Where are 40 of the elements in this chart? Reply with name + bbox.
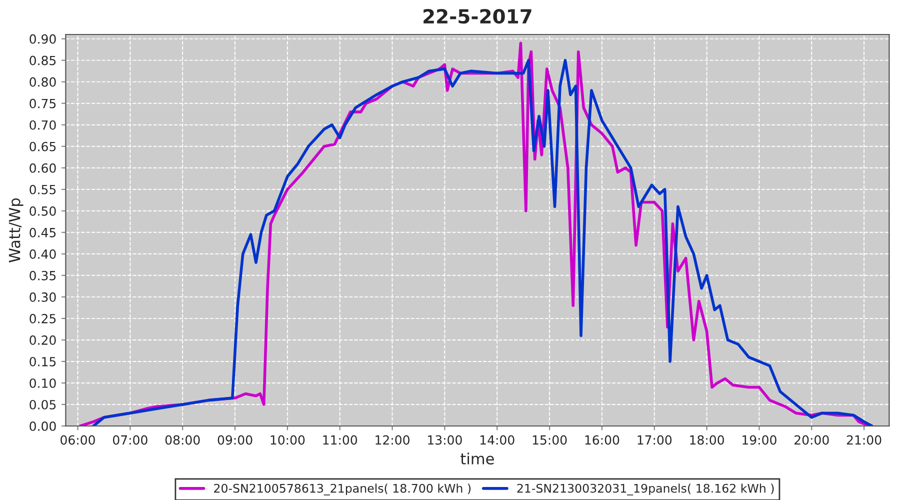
x-tick-label: 19:00	[742, 435, 776, 445]
y-tick-label: 0.90	[30, 34, 56, 44]
y-tick-label: 0.50	[30, 206, 56, 216]
x-tick-label: 18:00	[690, 435, 724, 445]
x-tick-label: 06:00	[60, 435, 95, 445]
x-tick-label: 14:00	[480, 435, 514, 445]
x-tick-label: 21:00	[846, 435, 882, 445]
x-tick-label: 08:00	[165, 435, 200, 445]
y-axis-title: Watt/Wp	[8, 198, 24, 262]
x-tick-label: 09:00	[218, 435, 252, 445]
y-tick-label: 0.55	[30, 184, 56, 194]
y-tick-label: 0.00	[30, 421, 56, 431]
y-tick-label: 0.60	[30, 163, 56, 173]
x-tick-label: 20:00	[794, 435, 829, 445]
y-tick-label: 0.70	[30, 120, 56, 130]
x-tick-label: 07:00	[112, 435, 148, 445]
x-tick-label: 17:00	[638, 435, 672, 445]
legend-label: 21-SN2130032031_19panels( 18.162 kWh )	[517, 484, 774, 496]
legend-label: 20-SN2100578613_21panels( 18.700 kWh )	[214, 484, 471, 496]
x-tick-label: 12:00	[376, 435, 410, 445]
x-axis-title: time	[460, 452, 494, 465]
y-tick-label: 0.20	[30, 335, 56, 345]
y-tick-label: 0.15	[30, 356, 56, 366]
y-tick-label: 0.40	[30, 249, 56, 259]
x-tick-label: 11:00	[323, 435, 358, 445]
y-tick-label: 0.10	[30, 378, 56, 388]
y-tick-label: 0.05	[30, 400, 56, 410]
y-tick-label: 0.65	[30, 142, 56, 152]
x-tick-label: 10:00	[270, 435, 305, 445]
y-tick-label: 0.85	[30, 56, 56, 66]
y-tick-label: 0.35	[30, 270, 56, 280]
y-tick-label: 0.30	[30, 292, 56, 302]
y-tick-label: 0.75	[30, 98, 56, 108]
x-tick-label: 13:00	[428, 435, 462, 445]
y-tick-label: 0.80	[30, 77, 56, 87]
y-tick-label: 0.25	[30, 314, 56, 324]
x-tick-label: 15:00	[532, 435, 567, 445]
x-tick-label: 16:00	[585, 435, 620, 445]
chart-title: 22-5-2017	[424, 8, 532, 24]
y-tick-label: 0.45	[30, 228, 56, 238]
